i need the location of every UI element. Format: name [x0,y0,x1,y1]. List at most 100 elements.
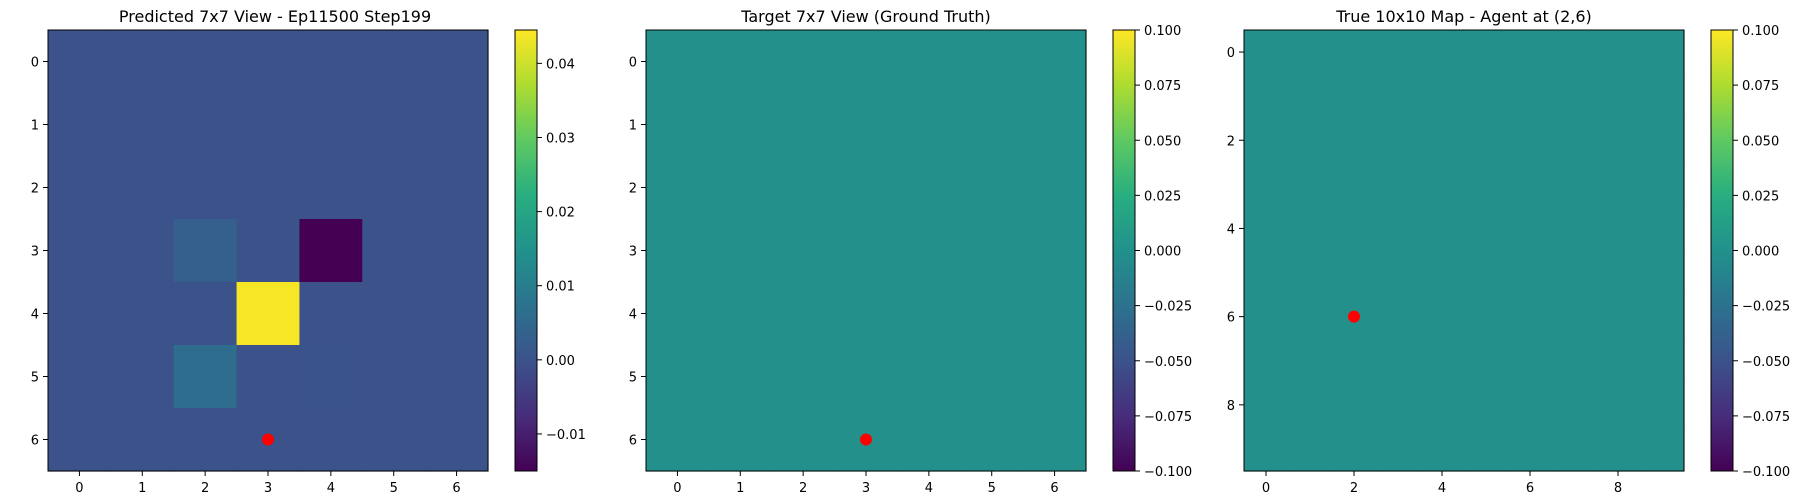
x-tick-label: 4 [327,481,335,496]
heatmap-cell [299,30,363,94]
heatmap-cell [1420,30,1465,75]
heatmap-cell [362,219,426,283]
colorbar-tick-label: 0.03 [546,131,575,146]
heatmap-cell [362,156,426,220]
heatmap-cell [110,156,175,220]
heatmap-cell [1464,162,1509,207]
heatmap-cell [771,219,836,283]
heatmap-cell [362,282,426,346]
colorbar-gradient [1711,30,1733,471]
x-tick-label: 6 [1526,481,1534,496]
heatmap-cell [897,282,961,346]
heatmap-cell [1420,382,1465,428]
heatmap-cell [1244,206,1289,252]
heatmap-cell [1640,426,1685,472]
heatmap-cell [173,408,238,472]
heatmap-cell [646,282,710,346]
panel-2-colorbar: 0.100 0.075 0.050 0.025 0.000 −0.025 −0.050 −0.… [1112,24,1192,480]
panel-1-colorbar: −0.01 0.00 0.01 0.02 0.03 0.04 [514,29,586,472]
heatmap-cell [897,93,961,157]
colorbar-tick-label: −0.01 [546,428,586,443]
heatmap-cell [173,93,238,157]
heatmap-cell [299,156,363,220]
heatmap-cell [1420,250,1465,296]
heatmap-cell [173,156,238,220]
heatmap-cell [1420,74,1465,119]
x-tick-label: 2 [1350,481,1358,496]
x-tick-label: 6 [1050,481,1058,496]
heatmap-cell [960,30,1024,94]
heatmap-cell [771,345,836,409]
colorbar-tick-label: 0.000 [1144,245,1181,260]
heatmap-cell [1288,250,1333,296]
x-tick-label: 5 [988,481,996,496]
heatmap-cell [960,345,1024,409]
heatmap-cell [173,345,238,409]
heatmap-cell [1508,118,1553,163]
x-tick-label: 3 [264,481,272,496]
y-tick-label: 3 [31,245,39,260]
heatmap-cell [1640,382,1685,428]
heatmap-cell [1508,426,1553,472]
heatmap-cell [110,408,175,472]
heatmap-frame [1243,29,1685,472]
heatmap-cell [1640,162,1685,207]
heatmap-cell [1376,250,1421,296]
heatmap-cell [646,30,710,94]
heatmap-cell [1332,30,1377,75]
heatmap-cell [1420,162,1465,207]
heatmap-cell [1596,74,1641,119]
heatmap-cell [1508,206,1553,252]
heatmap-cell [110,345,175,409]
heatmap-cell [1596,426,1641,472]
colorbar-tick-label: −0.025 [1742,300,1790,315]
y-tick-label: 0 [629,56,637,71]
heatmap-cell [1464,118,1509,163]
heatmap-cell [236,219,301,283]
heatmap-cell [1464,382,1509,428]
heatmap-cell [1244,162,1289,207]
heatmap-cell [1244,74,1289,119]
heatmap-cell [362,408,426,472]
y-tick-label: 2 [1227,134,1235,149]
heatmap-cell [1464,426,1509,472]
heatmap-cell [1640,206,1685,252]
colorbar-tick-label: 0.00 [546,354,575,369]
heatmap-cell [708,219,773,283]
y-tick-label: 1 [629,119,637,134]
heatmap-cell [1288,206,1333,252]
heatmap-cell [1244,382,1289,428]
heatmap-cell [236,30,301,94]
heatmap-cell [48,93,112,157]
heatmap-cell [960,93,1024,157]
heatmap-cell [897,345,961,409]
heatmap-cell [1244,294,1289,340]
heatmap-cell [425,408,489,472]
heatmap-cell [1244,426,1289,472]
heatmap-cell [1552,206,1597,252]
x-tick-label: 3 [862,481,870,496]
heatmap-cell [1332,250,1377,296]
heatmap-cell [708,282,773,346]
heatmap-cell [1464,338,1509,384]
heatmap-cell [1552,338,1597,384]
heatmap-cell [960,156,1024,220]
heatmap-cell [1464,250,1509,296]
agent-marker [860,433,872,446]
x-tick-label: 1 [138,481,146,496]
heatmap-cell [1464,294,1509,340]
colorbar-frame [514,29,538,472]
y-tick-label: 6 [1227,311,1235,326]
heatmap-cell [1376,338,1421,384]
heatmap-cell [236,282,301,346]
heatmap-cell [425,219,489,283]
heatmap-cell [1332,382,1377,428]
heatmap-cell [1596,294,1641,340]
heatmap-cell [1508,294,1553,340]
heatmap-cell [646,345,710,409]
heatmap-cell [1508,74,1553,119]
colorbar-tick-label: −0.050 [1144,355,1192,370]
heatmap-cell [362,93,426,157]
heatmap-cell [1552,294,1597,340]
heatmap-cell [646,93,710,157]
